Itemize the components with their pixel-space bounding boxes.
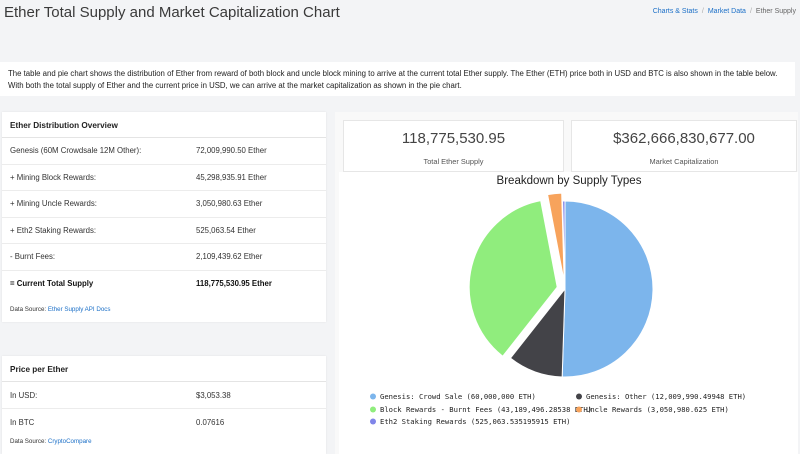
price-row: In USD: $3,053.38 [2,382,326,409]
total-supply-value: 118,775,530.95 [401,130,506,147]
row-label: + Eth2 Staking Rewards: [10,225,97,235]
row-value: 45,298,935.91 Ether [196,172,267,182]
row-label: + Mining Uncle Rewards: [10,199,97,209]
row-value: 3,050,980.63 Ether [196,199,263,209]
row-label: - Burnt Fees: [10,252,56,262]
distribution-row: + Eth2 Staking Rewards: 525,063.54 Ether [2,218,326,244]
price-card: Price per Ether In USD: $3,053.38 In BTC 0… [2,356,326,454]
pie-chart-card: Breakdown by Supply Types Genesis: Crowd… [339,172,798,454]
legend-label: Eth2 Staking Rewards (525,063.535195915 … [380,417,570,426]
total-supply-stat: 118,775,530.95 Total Ether Supply [343,120,564,172]
pie-chart: Breakdown by Supply Types Genesis: Crowd… [370,175,746,426]
chart-title: Breakdown by Supply Types [497,175,642,187]
row-value: 2,109,439.62 Ether [196,252,263,262]
row-label: + Mining Block Rewards: [10,172,97,182]
breadcrumb: Charts & Stats / Market Data / Ether Supply [652,8,796,15]
pie-slice[interactable] [561,200,654,378]
pie-slice[interactable] [509,287,566,378]
data-source: Data Source: Ether Supply API Docs [2,297,326,313]
distribution-row: Genesis (60M Crowdsale 12M Other): 72,009… [2,138,326,165]
page-title: Ether Total Supply and Market Capitaliza… [4,4,340,21]
legend-label: Genesis: Other (12,009,990.49948 ETH) [586,392,746,401]
distribution-title: Ether Distribution Overview [2,112,326,138]
distribution-row: - Burnt Fees: 2,109,439.62 Ether [2,244,326,271]
price-data-source: Data Source: CryptoCompare [2,436,326,445]
market-cap-stat: $362,666,830,677.00 Market Capitalizatio… [571,120,797,172]
pie-slice[interactable] [547,192,565,282]
legend-label: Block Rewards - Burnt Fees (43,189,496.2… [380,405,592,414]
legend-marker [370,418,376,425]
row-value: 0.07616 [196,418,225,427]
row-value: 72,009,990.50 Ether [196,146,267,156]
row-label: In BTC [10,418,35,427]
legend-item[interactable]: Genesis: Crowd Sale (60,000,000 ETH) [370,392,536,401]
distribution-row: + Mining Block Rewards: 45,298,935.91 Eth… [2,165,326,191]
legend-marker [576,393,582,400]
total-supply-caption: Total Ether Supply [423,157,484,166]
legend-item[interactable]: Uncle Rewards (3,050,980.625 ETH) [576,405,729,414]
row-label: Genesis (60M Crowdsale 12M Other): [10,146,142,156]
market-cap-caption: Market Capitalization [649,157,719,166]
breadcrumb-market-data[interactable]: Market Data [707,8,746,15]
pie-slice[interactable] [468,200,558,357]
intro-text: The table and pie chart shows the distri… [0,62,795,96]
data-source-label: Data Source: [10,306,47,313]
chart-panel: 118,775,530.95 Total Ether Supply $362,6… [335,112,798,454]
legend-marker [370,393,376,400]
legend-marker [576,406,582,413]
distribution-card: Ether Distribution Overview Genesis (60M… [2,112,326,322]
legend-item[interactable]: Genesis: Other (12,009,990.49948 ETH) [576,392,746,401]
pie-slice[interactable] [562,200,566,290]
breadcrumb-current: Ether Supply [755,8,796,15]
legend-item[interactable]: Block Rewards - Burnt Fees (43,189,496.2… [370,405,592,414]
distribution-row-total: = Current Total Supply 118,775,530.95 Eth… [2,271,326,298]
data-source-link[interactable]: Ether Supply API Docs [47,306,111,313]
market-cap-value: $362,666,830,677.00 [613,130,755,147]
legend-marker [370,406,376,413]
row-value: 525,063.54 Ether [196,225,256,235]
row-value: $3,053.38 [196,390,231,400]
price-title: Price per Ether [2,356,326,382]
legend-label: Genesis: Crowd Sale (60,000,000 ETH) [380,392,536,401]
row-label: = Current Total Supply [10,279,94,289]
data-source-link[interactable]: CryptoCompare [47,438,92,445]
legend-item[interactable]: Eth2 Staking Rewards (525,063.535195915 … [370,417,570,426]
row-value: 118,775,530.95 Ether [196,279,272,289]
legend-label: Uncle Rewards (3,050,980.625 ETH) [586,405,729,414]
distribution-row: + Mining Uncle Rewards: 3,050,980.63 Ethe… [2,191,326,218]
row-label: In USD: [10,390,38,400]
data-source-label: Data Source: [10,438,47,445]
breadcrumb-charts-stats[interactable]: Charts & Stats [652,8,698,15]
price-row: In BTC 0.07616 [2,409,326,436]
